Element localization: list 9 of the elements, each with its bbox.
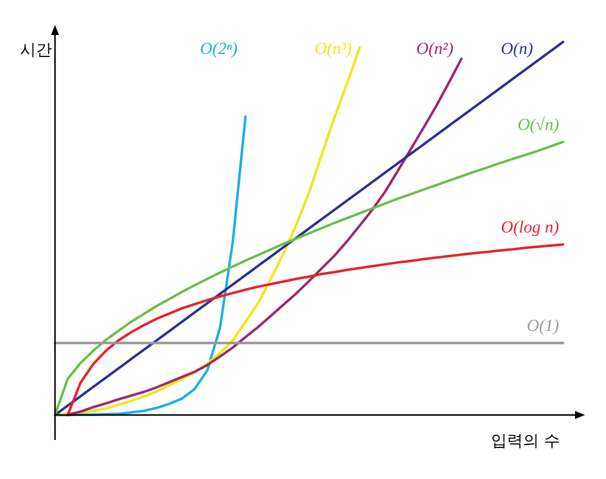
x-axis-title: 입력의 수 xyxy=(490,431,560,450)
series-label: O(1) xyxy=(526,316,560,336)
series-label: O(n²) xyxy=(416,39,454,58)
series-label: O(n³) xyxy=(314,39,352,58)
text: O(2ⁿ) xyxy=(200,39,238,58)
y-axis-title: 시간 xyxy=(20,40,52,59)
series-label: O(√n) xyxy=(518,114,560,134)
series-label: O(n) xyxy=(500,39,534,58)
series-label: O(log n) xyxy=(500,218,560,237)
